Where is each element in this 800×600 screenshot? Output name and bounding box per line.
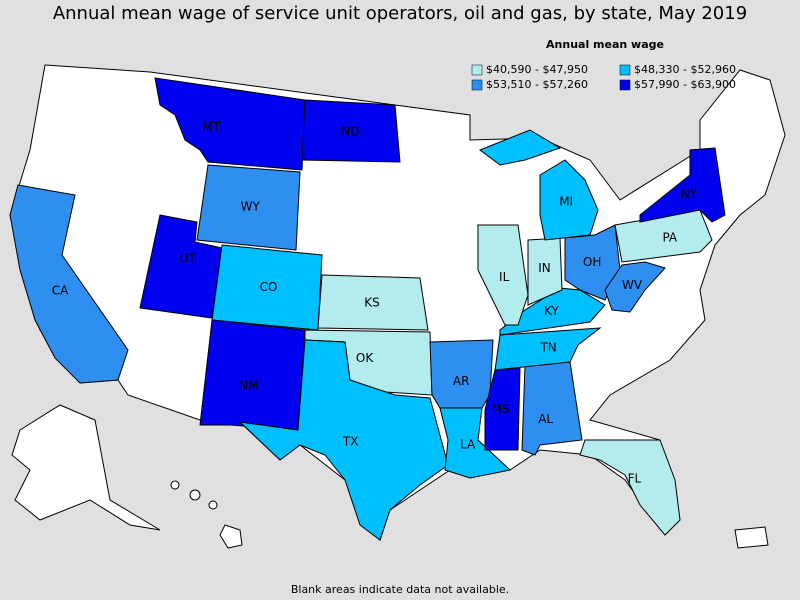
hawaii <box>170 480 243 549</box>
legend-label: $40,590 - $47,950 <box>486 63 588 76</box>
state <box>604 261 666 313</box>
state-label: NM <box>239 379 258 393</box>
footnote: Blank areas indicate data not available. <box>291 583 509 596</box>
legend-swatch <box>619 64 631 76</box>
state <box>439 407 512 479</box>
state <box>301 99 401 163</box>
state-label: PA <box>662 230 677 244</box>
legend: $40,590 - $47,950 $48,330 - $52,960 $53,51… <box>471 63 736 91</box>
map-title: Annual mean wage of service unit operato… <box>53 3 747 24</box>
state-label: UT <box>180 251 197 265</box>
legend-label: $53,510 - $57,260 <box>486 78 588 91</box>
state <box>579 439 681 536</box>
state-label: MS <box>492 402 510 416</box>
state-label: IL <box>499 270 510 284</box>
state <box>9 184 129 384</box>
state-label: FL <box>628 471 642 485</box>
states: MT ND WY UT CO CA NM KS OK TX AR LA MS AL TN KY IL IN MI OH… <box>9 77 726 541</box>
state-label: CA <box>52 284 69 298</box>
alaska <box>11 404 161 531</box>
state-label: TX <box>342 435 359 449</box>
state-label: LA <box>460 437 476 451</box>
state-label: OK <box>356 351 374 365</box>
legend-swatch <box>471 79 483 91</box>
legend-swatch <box>619 79 631 91</box>
legend-label: $48,330 - $52,960 <box>634 63 736 76</box>
state <box>494 327 602 371</box>
state-label: WV <box>622 278 643 292</box>
legend-swatch <box>471 64 483 76</box>
state <box>199 319 306 431</box>
state-label: ND <box>341 124 359 138</box>
state <box>317 274 429 331</box>
legend-label: $57,990 - $63,900 <box>634 78 736 91</box>
state-label: WY <box>241 199 261 213</box>
state-label: NY <box>681 187 698 201</box>
state <box>499 287 606 336</box>
state-label: KS <box>364 295 380 309</box>
state <box>639 147 726 223</box>
state-label: AL <box>538 412 553 426</box>
puerto-rico <box>734 526 769 549</box>
state-label: OH <box>583 255 601 269</box>
state <box>484 367 521 451</box>
state <box>478 129 599 241</box>
state-label: MI <box>559 195 573 209</box>
state-label: CO <box>260 280 278 294</box>
state-label: KY <box>544 304 559 318</box>
state-label: AR <box>453 374 470 388</box>
legend-title: Annual mean wage <box>546 38 664 51</box>
state <box>238 339 449 541</box>
state-label: MT <box>202 120 220 134</box>
state-label: TN <box>539 341 556 355</box>
state-label: IN <box>538 261 551 275</box>
state <box>196 164 301 251</box>
state <box>477 224 529 326</box>
